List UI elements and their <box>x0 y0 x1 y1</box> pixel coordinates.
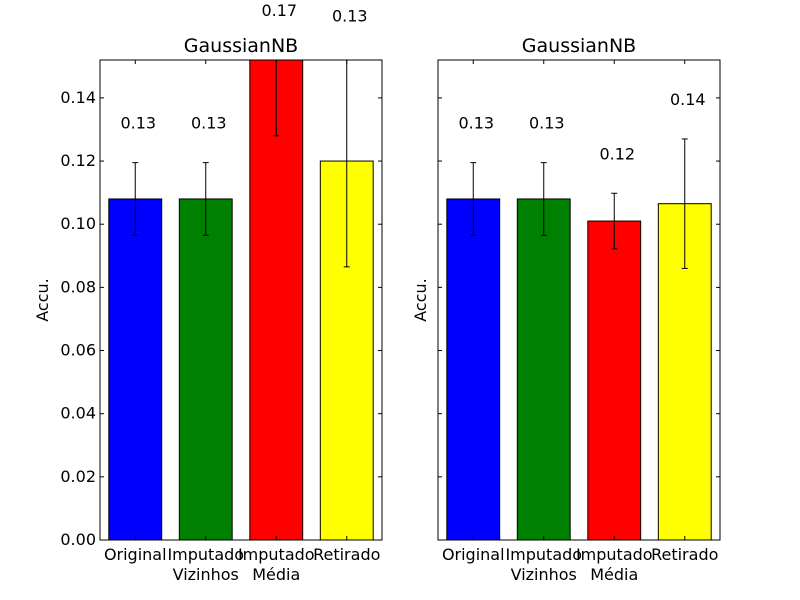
bar-value-label: 0.13 <box>458 114 494 133</box>
chart-panel-left: 0.13 0.13 0.17 0.13 0.00 0.02 0.04 0.06 0.08 0.10… <box>33 1 383 584</box>
bar-value-label: 0.13 <box>191 114 227 133</box>
bar <box>587 220 642 540</box>
plot-area <box>108 60 374 540</box>
x-tick-label: Imputado <box>167 545 244 564</box>
bar-value-label: 0.13 <box>529 114 565 133</box>
x-tick-label: Média <box>252 565 300 584</box>
y-axis-label: Accu. <box>33 278 52 321</box>
y-tick-label: 0.10 <box>60 214 96 233</box>
bar-value-label: 0.12 <box>599 144 635 163</box>
x-tick-label: Imputado <box>505 545 582 564</box>
x-tick-label: Original <box>442 545 505 564</box>
y-tick-label: 0.02 <box>60 467 96 486</box>
y-tick-label: 0.12 <box>60 151 96 170</box>
x-tick-label: Vizinhos <box>511 565 577 584</box>
bar <box>108 198 163 540</box>
x-tick-label: Original <box>104 545 167 564</box>
bar-value-label: 0.17 <box>261 1 297 20</box>
y-tick-label: 0.04 <box>60 404 96 423</box>
bar <box>446 198 501 540</box>
y-tick-label: 0.06 <box>60 341 96 360</box>
x-tick-label: Imputado <box>238 545 315 564</box>
y-axis-label: Accu. <box>411 278 430 321</box>
bar-value-label: 0.13 <box>332 6 368 25</box>
y-tick-label: 0.08 <box>60 277 96 296</box>
bar <box>516 198 571 540</box>
chart-title: GaussianNB <box>522 35 636 57</box>
bar <box>249 60 304 540</box>
x-tick-label: Média <box>590 565 638 584</box>
bar-value-label: 0.13 <box>120 114 156 133</box>
x-tick-label: Imputado <box>576 545 653 564</box>
plot-area <box>446 138 712 540</box>
y-tick-label: 0.00 <box>60 530 96 549</box>
axes-frame <box>99 59 383 541</box>
x-tick-label: Retirado <box>651 545 718 564</box>
axes-frame <box>437 59 721 541</box>
y-tick-label: 0.14 <box>60 88 96 107</box>
bar <box>178 198 233 540</box>
chart-title: GaussianNB <box>184 35 298 57</box>
x-tick-label: Retirado <box>313 545 380 564</box>
bar-value-label: 0.14 <box>670 90 706 109</box>
x-tick-label: Vizinhos <box>173 565 239 584</box>
